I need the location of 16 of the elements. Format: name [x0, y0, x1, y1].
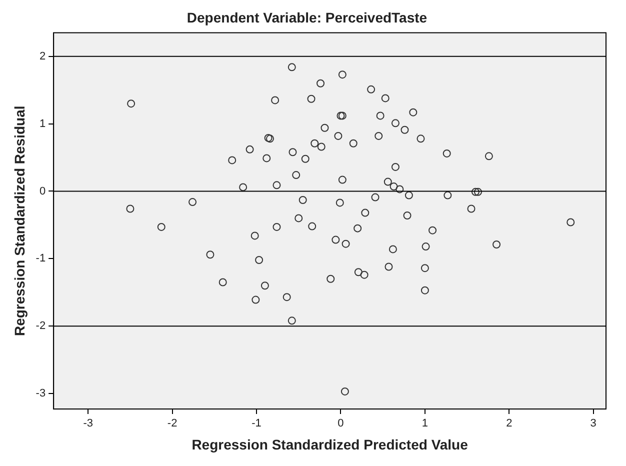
y-axis-title: Regression Standardized Residual — [11, 106, 28, 336]
x-tick-label: -2 — [167, 418, 178, 430]
y-tick-label: -1 — [36, 252, 46, 265]
x-tick-label: -1 — [252, 418, 262, 430]
x-tick-label: -3 — [83, 418, 93, 430]
y-tick-label: -2 — [36, 320, 46, 332]
y-tick-label: 1 — [39, 118, 46, 130]
chart-title: Dependent Variable: PerceivedTaste — [186, 9, 428, 26]
x-tick-label: 2 — [506, 418, 512, 430]
y-tick-label: -3 — [36, 388, 46, 400]
x-tick-label: 3 — [590, 418, 596, 430]
x-tick-label: 0 — [338, 418, 344, 430]
y-tick-label: 0 — [39, 185, 46, 198]
y-tick-label: 2 — [39, 50, 46, 62]
x-axis-title: Regression Standardized Predicted Value — [192, 436, 468, 452]
x-tick-label: 1 — [422, 418, 428, 430]
